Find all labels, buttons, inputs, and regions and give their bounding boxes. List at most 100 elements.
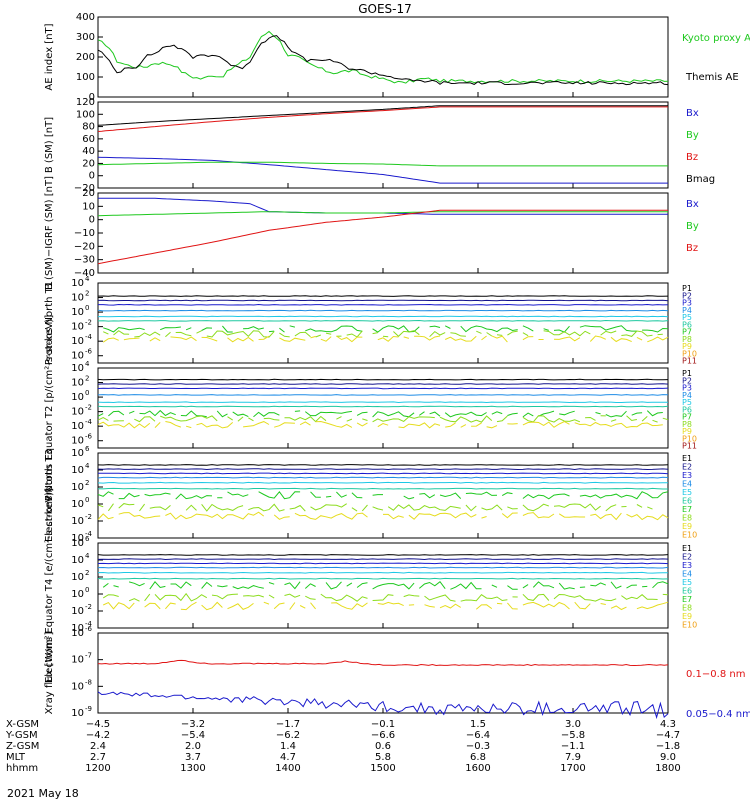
y-tick-label-elec2: 10 [71,606,84,617]
axis-row-label-hhmm: hhmm [6,763,38,774]
axis-row-value-mlt: 6.8 [470,752,486,763]
panel-frame-bsm [97,101,669,189]
legend-entry-bsm-0: Bx [686,108,699,119]
legend-entry-prot2-1: P2 [682,376,692,385]
y-tick-label-elec2: 10 [71,572,84,583]
y-tick-label-prot2: 10 [71,378,84,389]
flux-line-elec1-7 [98,504,668,512]
flux-line-elec1-3 [97,476,669,479]
y-tick-label-bigrf: −30 [74,255,95,266]
y-tick-label-bsm: 100 [76,109,95,120]
flux-line-prot1-3 [97,309,669,312]
legend-entry-elec1-3: E4 [682,480,692,489]
panel-frame-ae [97,16,669,98]
axis-row-label-y-gsm: Y-GSM [5,730,38,741]
legend-entry-prot2-2: P3 [682,384,692,393]
legend-entry-elec2-5: E6 [682,587,692,596]
y-tick-label-prot1: 10 [71,351,84,362]
axis-row-value-z-gsm: −1.8 [656,741,680,752]
y-tick-label-elec1: 10 [71,448,84,459]
axis-row-value-x-gsm: 1.5 [470,719,486,730]
flux-line-elec1-8 [97,511,669,521]
y-tick-label-elec1: 10 [71,499,84,510]
axis-row-value-z-gsm: 0.6 [375,741,391,752]
flux-line-elec2-1 [97,558,669,561]
axis-row-value-x-gsm: −1.7 [276,719,300,730]
legend-entry-prot1-8: P9 [682,342,692,351]
axis-row-value-x-gsm: 4.3 [660,719,676,730]
y-tick-label-prot2: 10 [71,407,84,418]
legend-entry-bsm-2: Bz [686,152,698,163]
y-axis-label-xray: Xray flux [W/m²] [44,632,55,715]
legend-entry-elec2-1: E2 [682,553,692,562]
y-tick-exponent-prot2: 0 [85,389,89,397]
y-tick-label-elec1: 10 [71,465,84,476]
legend-entry-ae-1: Themis AE [685,72,739,83]
axis-row-value-mlt: 7.9 [565,752,581,763]
axis-row-label-mlt: MLT [6,752,26,763]
y-tick-label-prot1: 10 [71,307,84,318]
axis-row-value-x-gsm: −0.1 [371,719,395,730]
y-tick-label-prot1: 10 [71,322,84,333]
y-tick-exponent-elec1: 2 [85,479,89,487]
flux-line-prot1-2 [98,303,669,306]
axis-row-value-hhmm: 1700 [560,763,585,774]
y-tick-exponent-prot2: -4 [85,418,93,426]
y-tick-exponent-elec1: 6 [85,445,90,453]
flux-line-prot1-8 [102,335,669,343]
y-tick-label-prot1: 10 [71,278,84,289]
flux-line-prot2-2 [97,387,669,390]
y-tick-exponent-prot1: -4 [85,333,93,341]
flux-line-prot2-7 [97,415,669,423]
y-tick-label-prot1: 10 [71,293,84,304]
flux-line-prot1-6 [103,325,669,333]
legend-entry-prot2-9: P10 [682,434,697,443]
legend-entry-elec2-6: E7 [682,595,692,604]
y-tick-label-bsm: 60 [82,134,95,145]
flux-line-elec1-0 [97,464,669,466]
axis-row-label-z-gsm: Z-GSM [6,741,39,752]
y-tick-label-elec1: 10 [71,516,84,527]
legend-entry-elec2-8: E9 [682,612,692,621]
flux-line-elec1-4 [97,481,669,484]
legend-entry-bigrf-0: Bx [686,199,699,210]
y-tick-exponent-elec2: 2 [85,569,89,577]
axis-row-value-z-gsm: 2.0 [185,741,201,752]
y-axis-label-elec1: Electrons North T3 [44,449,55,542]
axis-row-value-hhmm: 1600 [465,763,490,774]
series-line-bsm-2 [97,106,668,132]
legend-entry-xray-0: 0.1−0.8 nm [686,669,745,680]
y-tick-exponent-elec2: 0 [85,586,89,594]
y-tick-label-bsm: 40 [82,146,95,157]
y-tick-label-elec2: 10 [71,589,84,600]
flux-line-elec2-8 [102,601,669,611]
legend-entry-elec1-5: E6 [682,497,692,506]
y-tick-exponent-elec1: 4 [85,462,90,470]
axis-row-value-x-gsm: −4.5 [86,719,110,730]
legend-entry-elec2-0: E1 [682,544,692,553]
flux-line-elec2-2 [97,562,669,565]
series-line-bsm-0 [97,156,668,184]
flux-line-elec1-2 [97,472,669,475]
legend-entry-prot2-0: P1 [682,369,692,378]
y-tick-label-bsm: 0 [89,171,95,182]
y-tick-exponent-elec1: 0 [85,496,89,504]
axis-row-value-y-gsm: −6.6 [371,730,395,741]
legend-entry-prot1-5: P6 [682,320,692,329]
legend-entry-elec1-1: E2 [682,463,692,472]
legend-entry-xray-1: 0.05−0.4 nm [686,709,750,720]
legend-entry-prot2-7: P8 [682,420,692,429]
series-line-xray-1 [97,691,669,720]
y-tick-label-ae: 400 [76,12,95,23]
y-tick-label-ae: 100 [76,72,95,83]
flux-line-prot2-5 [97,405,669,408]
y-tick-label-elec2: 10 [71,555,84,566]
y-tick-label-prot2: 10 [71,436,84,447]
series-line-ae-1 [97,35,669,86]
flux-line-elec2-7 [102,592,669,602]
y-tick-exponent-xray: -7 [85,652,92,660]
panel-frame-bigrf [97,192,669,274]
y-tick-label-bigrf: −10 [74,228,95,239]
y-tick-exponent-prot1: -6 [85,348,93,356]
axis-row-value-hhmm: 1800 [655,763,680,774]
